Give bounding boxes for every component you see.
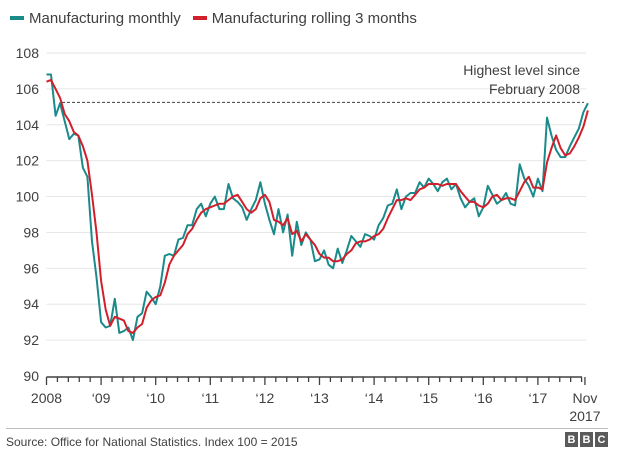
bbc-logo-letter: C	[595, 432, 608, 447]
x-tick-label: Nov	[572, 390, 597, 406]
x-tick-label: ‘16	[474, 390, 493, 406]
x-tick-sublabel: 2017	[569, 408, 600, 424]
legend-label-rolling: Manufacturing rolling 3 months	[211, 9, 417, 27]
legend-swatch-rolling	[192, 16, 207, 20]
y-tick-label: 92	[23, 332, 39, 348]
legend-item-rolling: Manufacturing rolling 3 months	[192, 9, 417, 27]
y-tick-label: 96	[23, 260, 39, 276]
bbc-logo-letter: B	[580, 432, 593, 447]
x-tick-label: ‘12	[256, 390, 275, 406]
bbc-logo-letter: B	[565, 432, 578, 447]
annotation-line-2: February 2008	[489, 81, 580, 97]
x-tick-label: ‘15	[419, 390, 438, 406]
gridlines	[46, 52, 586, 341]
series-line-rolling	[46, 78, 589, 334]
footer-divider	[6, 428, 608, 429]
x-tick-label: ‘13	[310, 390, 329, 406]
annotation-line-1: Highest level since	[463, 62, 580, 78]
series-lines	[46, 73, 589, 342]
x-tick-label: 2008	[31, 390, 62, 406]
y-tick-label: 90	[23, 368, 39, 384]
y-tick-label: 102	[16, 153, 40, 169]
x-tick-label: ‘17	[529, 390, 548, 406]
y-axis: 90 92 94 96 98 100 102 104 106 108	[16, 45, 40, 384]
source-note: Source: Office for National Statistics. …	[6, 435, 298, 449]
x-tick-label: ‘09	[92, 390, 111, 406]
y-tick-label: 98	[23, 224, 39, 240]
x-tick-label: ‘14	[365, 390, 384, 406]
x-tick-label: ‘11	[201, 390, 219, 406]
legend: Manufacturing monthly Manufacturing roll…	[10, 8, 429, 28]
y-tick-label: 106	[16, 81, 40, 97]
y-tick-label: 100	[16, 189, 40, 205]
annotation: Highest level since February 2008	[463, 62, 580, 97]
bbc-logo: B B C	[563, 432, 608, 447]
legend-swatch-monthly	[10, 16, 24, 20]
legend-label-monthly: Manufacturing monthly	[29, 9, 181, 27]
x-tick-label: ‘10	[146, 390, 165, 406]
x-axis: 2008 ‘09 ‘10 ‘11 ‘12 ‘13 ‘14 ‘15 ‘16 ‘17 Nov 2017	[31, 376, 601, 424]
series-line-monthly	[46, 73, 589, 342]
y-tick-label: 94	[23, 296, 39, 312]
y-tick-label: 104	[16, 117, 40, 133]
legend-item-monthly: Manufacturing monthly	[10, 10, 181, 27]
y-tick-label: 108	[16, 45, 40, 61]
